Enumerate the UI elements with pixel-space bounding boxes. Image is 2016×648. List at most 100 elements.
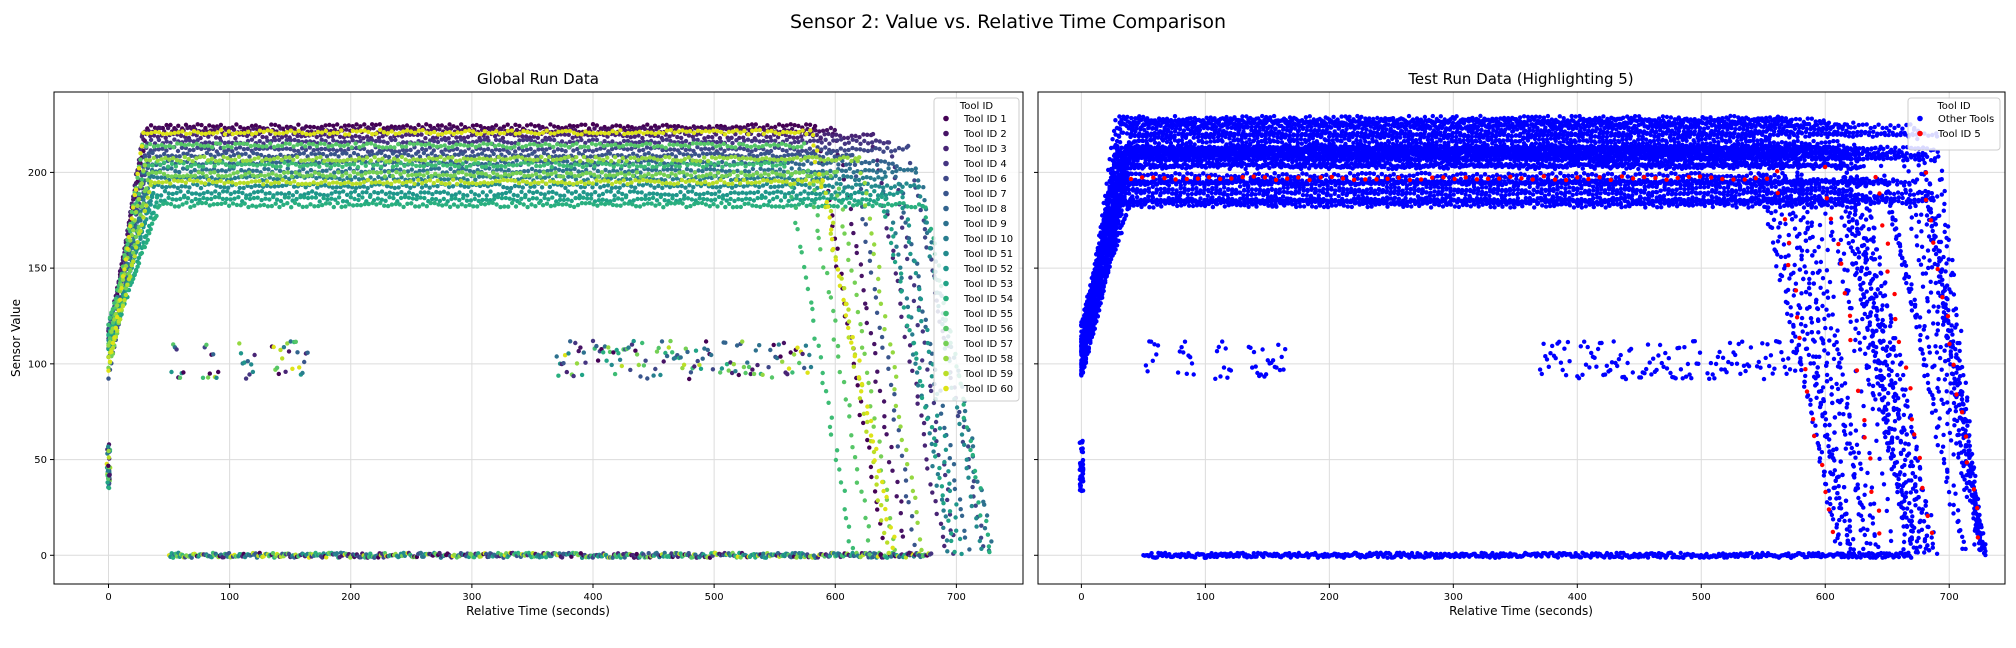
data-point [751,371,757,377]
data-point [280,183,285,188]
data-point [183,138,189,143]
data-point [173,164,179,169]
data-point [775,143,781,148]
data-point [223,200,228,205]
data-point [795,144,800,150]
data-point [947,488,953,494]
data-point [867,258,873,263]
data-point [745,148,750,153]
data-point [186,156,191,162]
data-point [745,360,750,365]
data-point [302,359,307,365]
data-point [600,153,605,158]
data-point [297,164,303,169]
data-point [645,376,650,381]
data-point [505,122,510,127]
data-point [862,498,867,503]
data-point [505,185,510,191]
data-point [602,139,607,144]
data-point [826,183,832,188]
data-point [872,189,877,194]
data-point [777,167,783,172]
data-point [342,123,348,128]
data-point [588,154,593,159]
data-point [251,190,257,195]
data-point [548,137,553,142]
data-point [479,171,484,176]
data-point [890,220,896,225]
data-point [575,124,580,129]
data-point [552,124,557,129]
data-point [703,339,709,344]
data-point [750,367,755,372]
data-point [647,196,652,202]
data-point [863,159,868,165]
data-point [878,168,883,173]
data-point [886,460,892,465]
data-point [816,204,821,210]
data-point [479,164,485,169]
data-point [939,484,945,489]
data-point [305,173,310,178]
data-point [648,183,653,188]
data-point [670,350,675,355]
data-point [508,145,513,151]
data-point [554,191,559,196]
data-point [475,170,481,176]
data-point [200,375,206,380]
data-point [204,342,209,347]
data-point [886,366,891,371]
data-point [396,142,401,147]
data-point [406,195,412,200]
data-point [607,151,613,156]
data-point [894,494,899,499]
data-point [739,161,744,166]
data-point [793,205,799,210]
data-point [866,141,871,146]
data-point [884,183,890,188]
data-point [135,203,140,209]
data-point [463,204,468,209]
data-point [905,304,911,310]
data-point [605,183,611,188]
data-point [952,486,958,492]
data-point [274,164,279,169]
data-point [512,155,517,160]
data-point [316,203,321,209]
data-point [811,138,817,143]
data-point [582,148,588,154]
data-point [317,164,322,169]
data-point [778,172,783,177]
data-point [495,172,500,177]
data-point [239,168,244,173]
data-point [618,203,623,208]
data-point [436,202,441,207]
data-point [886,234,891,239]
data-point [835,193,840,198]
data-point [867,197,873,203]
data-point [313,191,319,196]
data-point [650,173,655,179]
data-point [407,141,413,146]
data-point [249,137,255,142]
data-point [844,196,850,201]
data-point [322,158,327,164]
data-point [877,146,882,152]
data-point [179,141,184,147]
data-point [770,153,775,158]
data-point [263,196,268,201]
data-point [638,164,644,169]
data-point [710,135,715,140]
data-point [568,171,574,176]
data-point [226,203,232,208]
data-point [148,202,153,207]
data-point [220,196,225,202]
data-point [286,162,291,168]
data-point [488,189,493,194]
data-point [133,209,139,215]
data-point [699,200,705,206]
data-point [873,183,878,188]
data-point [421,173,426,178]
data-point [465,156,470,162]
data-point [398,195,404,201]
